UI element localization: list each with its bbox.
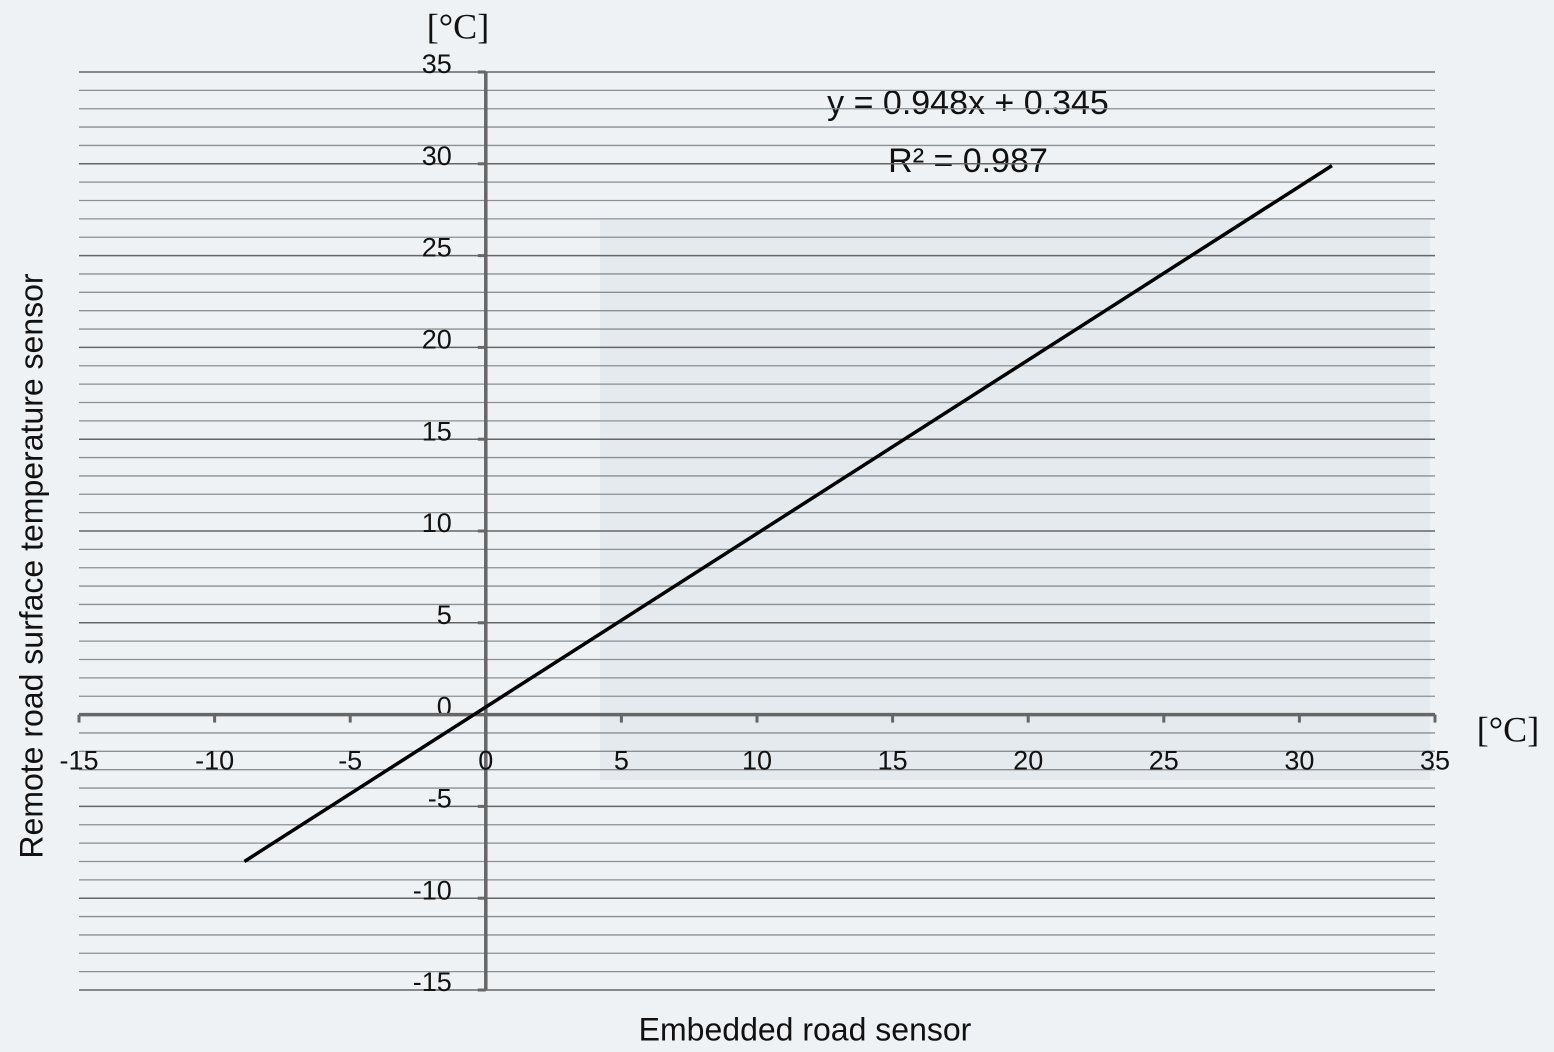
- y-unit: [°C]: [427, 6, 489, 46]
- y-tick-label: 25: [422, 233, 452, 263]
- y-tick-label: 0: [437, 692, 452, 722]
- y-tick-label: -10: [413, 875, 452, 905]
- x-tick-label: -15: [59, 746, 98, 776]
- x-tick-label: 25: [1149, 746, 1179, 776]
- trend-line: [243, 164, 1333, 863]
- y-tick-label: -5: [428, 784, 452, 814]
- x-tick-label: 30: [1284, 746, 1314, 776]
- equation: y = 0.948x + 0.345: [827, 84, 1109, 122]
- x-tick-label: -5: [338, 746, 362, 776]
- x-tick-label: 20: [1013, 746, 1043, 776]
- x-tick-label: 15: [878, 746, 908, 776]
- r-squared: R² = 0.987: [888, 142, 1048, 180]
- x-unit: [°C]: [1477, 709, 1539, 749]
- y-tick-label: 15: [422, 416, 452, 446]
- x-tick-label: 0: [478, 746, 493, 776]
- x-tick-label: -10: [195, 746, 234, 776]
- y-tick-label: 20: [422, 325, 452, 355]
- y-tick-label: -15: [413, 967, 452, 997]
- x-tick-label: 10: [742, 746, 772, 776]
- y-tick-label: 35: [422, 49, 452, 79]
- x-tick-label: 5: [614, 746, 629, 776]
- y-tick-label: 5: [437, 600, 452, 630]
- y-tick-label: 10: [422, 508, 452, 538]
- x-axis-label: Embedded road sensor: [639, 1011, 972, 1047]
- y-tick-label: 30: [422, 141, 452, 171]
- background-photo: [600, 220, 1430, 780]
- x-tick-label: 35: [1420, 746, 1450, 776]
- y-axis-label: Remote road surface temperature sensor: [13, 273, 49, 859]
